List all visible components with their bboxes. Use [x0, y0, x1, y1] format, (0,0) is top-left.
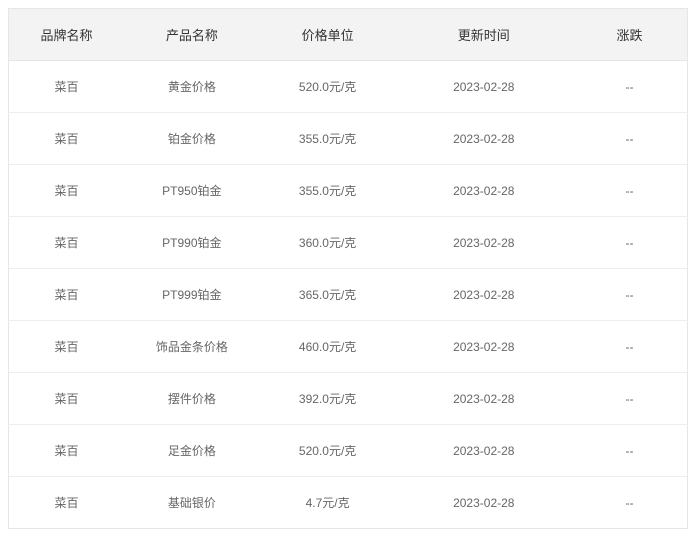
table-row: 菜百PT990铂金360.0元/克2023-02-28-- — [9, 217, 688, 269]
cell-date: 2023-02-28 — [396, 113, 573, 165]
cell-price: 365.0元/克 — [260, 269, 396, 321]
cell-change: -- — [572, 113, 687, 165]
cell-brand: 菜百 — [9, 477, 124, 529]
cell-product: 摆件价格 — [124, 373, 260, 425]
cell-brand: 菜百 — [9, 425, 124, 477]
cell-date: 2023-02-28 — [396, 373, 573, 425]
cell-product: 黄金价格 — [124, 61, 260, 113]
cell-price: 520.0元/克 — [260, 425, 396, 477]
table-header-row: 品牌名称产品名称价格单位更新时间涨跌 — [9, 9, 688, 61]
cell-brand: 菜百 — [9, 373, 124, 425]
table-row: 菜百饰品金条价格460.0元/克2023-02-28-- — [9, 321, 688, 373]
cell-date: 2023-02-28 — [396, 165, 573, 217]
cell-change: -- — [572, 321, 687, 373]
table-row: 菜百PT950铂金355.0元/克2023-02-28-- — [9, 165, 688, 217]
cell-date: 2023-02-28 — [396, 477, 573, 529]
cell-product: 基础银价 — [124, 477, 260, 529]
table-row: 菜百黄金价格520.0元/克2023-02-28-- — [9, 61, 688, 113]
cell-brand: 菜百 — [9, 61, 124, 113]
table-body: 菜百黄金价格520.0元/克2023-02-28--菜百铂金价格355.0元/克… — [9, 61, 688, 529]
column-header-change: 涨跌 — [572, 9, 687, 61]
table-row: 菜百摆件价格392.0元/克2023-02-28-- — [9, 373, 688, 425]
cell-price: 4.7元/克 — [260, 477, 396, 529]
cell-product: 铂金价格 — [124, 113, 260, 165]
cell-change: -- — [572, 165, 687, 217]
column-header-date: 更新时间 — [396, 9, 573, 61]
cell-product: PT990铂金 — [124, 217, 260, 269]
cell-brand: 菜百 — [9, 321, 124, 373]
cell-change: -- — [572, 477, 687, 529]
price-table: 品牌名称产品名称价格单位更新时间涨跌 菜百黄金价格520.0元/克2023-02… — [8, 8, 688, 529]
cell-product: PT999铂金 — [124, 269, 260, 321]
cell-change: -- — [572, 269, 687, 321]
cell-price: 355.0元/克 — [260, 113, 396, 165]
column-header-product: 产品名称 — [124, 9, 260, 61]
column-header-brand: 品牌名称 — [9, 9, 124, 61]
cell-brand: 菜百 — [9, 217, 124, 269]
cell-product: 足金价格 — [124, 425, 260, 477]
table-row: 菜百足金价格520.0元/克2023-02-28-- — [9, 425, 688, 477]
column-header-price: 价格单位 — [260, 9, 396, 61]
cell-date: 2023-02-28 — [396, 217, 573, 269]
cell-brand: 菜百 — [9, 113, 124, 165]
cell-price: 355.0元/克 — [260, 165, 396, 217]
cell-change: -- — [572, 61, 687, 113]
cell-price: 520.0元/克 — [260, 61, 396, 113]
cell-date: 2023-02-28 — [396, 425, 573, 477]
cell-price: 392.0元/克 — [260, 373, 396, 425]
cell-date: 2023-02-28 — [396, 321, 573, 373]
cell-price: 360.0元/克 — [260, 217, 396, 269]
cell-date: 2023-02-28 — [396, 269, 573, 321]
table-row: 菜百基础银价4.7元/克2023-02-28-- — [9, 477, 688, 529]
table-row: 菜百铂金价格355.0元/克2023-02-28-- — [9, 113, 688, 165]
table-header: 品牌名称产品名称价格单位更新时间涨跌 — [9, 9, 688, 61]
cell-brand: 菜百 — [9, 165, 124, 217]
cell-change: -- — [572, 373, 687, 425]
cell-brand: 菜百 — [9, 269, 124, 321]
cell-date: 2023-02-28 — [396, 61, 573, 113]
cell-price: 460.0元/克 — [260, 321, 396, 373]
cell-change: -- — [572, 425, 687, 477]
cell-change: -- — [572, 217, 687, 269]
cell-product: 饰品金条价格 — [124, 321, 260, 373]
cell-product: PT950铂金 — [124, 165, 260, 217]
table-row: 菜百PT999铂金365.0元/克2023-02-28-- — [9, 269, 688, 321]
